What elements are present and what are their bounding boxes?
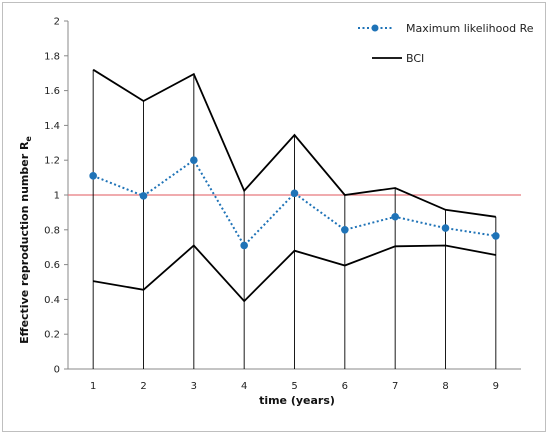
ml-data-point (341, 226, 349, 234)
chart-frame (2, 2, 546, 432)
legend: Maximum likelihood Re BCI (358, 22, 534, 65)
plot-area: 0 0.2 0.4 0.6 0.8 1 1.2 1.4 1.6 1.8 2 1 2 3 4 5 6 7 8 9 (44, 17, 521, 392)
x-tick-label: 1 (90, 381, 96, 392)
ml-data-point (139, 192, 148, 200)
x-tick-label: 7 (392, 381, 398, 392)
legend-bci-label: BCI (406, 52, 424, 65)
legend-ml-marker (371, 24, 379, 32)
ml-data-point (89, 172, 97, 180)
ml-data-point (240, 241, 248, 250)
bci-upper-line (92, 68, 496, 218)
y-axis-title: Effective reproduction number Re (18, 136, 33, 344)
y-tick-label: 0.6 (44, 260, 60, 271)
x-tick-label: 3 (191, 381, 197, 392)
legend-item-bci: BCI (372, 52, 424, 65)
x-tick-label: 6 (342, 381, 348, 392)
y-tick-label: 1.2 (44, 156, 60, 167)
y-axis-title-subscript: e (24, 136, 33, 142)
x-axis-title: time (years) (259, 394, 335, 407)
y-tick-label: 0.4 (44, 295, 60, 306)
y-tick-label: 0 (54, 365, 60, 376)
ml-data-point (190, 156, 198, 164)
y-tick-label: 0.8 (44, 225, 60, 236)
y-tick-label: 1.4 (44, 121, 60, 132)
ml-data-point (441, 224, 450, 232)
y-tick-label: 2 (54, 17, 60, 28)
y-tick-label: 0.2 (44, 330, 60, 341)
ml-data-point (391, 212, 399, 221)
y-tick-label: 1.6 (44, 86, 60, 97)
ml-data-point (492, 232, 500, 240)
x-tick-label: 9 (493, 381, 499, 392)
legend-item-ml: Maximum likelihood Re (358, 22, 534, 35)
x-tick-label: 4 (241, 381, 247, 392)
svg-text:Effective reproduction number: Effective reproduction number Re (18, 136, 33, 344)
y-tick-label: 1.8 (44, 51, 60, 62)
y-tick-label: 1 (54, 191, 60, 202)
x-tick-label: 2 (140, 381, 146, 392)
legend-ml-label: Maximum likelihood Re (406, 22, 534, 35)
x-tick-label: 8 (442, 381, 448, 392)
bci-lower-line (93, 244, 496, 303)
ml-data-point (290, 189, 299, 198)
x-tick-label: 5 (291, 381, 297, 392)
y-axis-title-text: Effective reproduction number R (18, 141, 31, 344)
